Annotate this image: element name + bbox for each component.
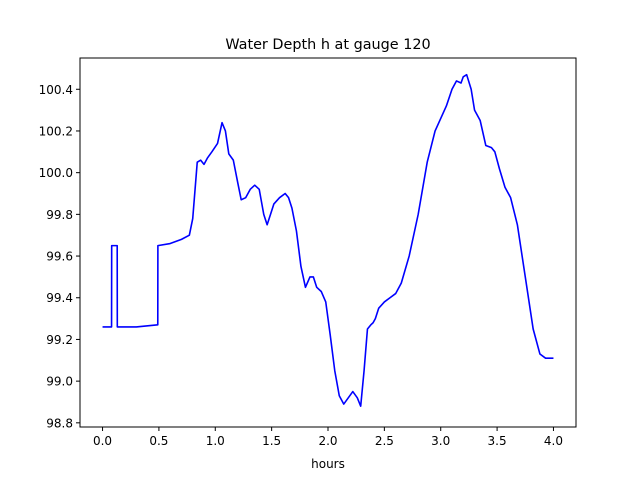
x-tick-label: 1.5: [262, 434, 281, 448]
x-tick-label: 1.0: [206, 434, 225, 448]
y-tick-label: 100.0: [39, 166, 73, 180]
x-tick-label: 4.0: [544, 434, 563, 448]
y-tick-label: 99.0: [46, 375, 73, 389]
y-tick-label: 98.8: [46, 416, 73, 430]
y-tick-label: 99.4: [46, 291, 73, 305]
x-tick-label: 3.5: [488, 434, 507, 448]
x-tick-label: 0.0: [93, 434, 112, 448]
plot-area: [102, 73, 554, 407]
axes: 0.0 0.5 1.0 1.5 2.0 2.5 3.0 3.5 4.0 98.8 99.0 99.2 9…: [39, 57, 577, 448]
chart-title: Water Depth h at gauge 120: [225, 37, 430, 53]
y-tick-label: 99.8: [46, 208, 73, 222]
y-tick-label: 99.2: [46, 333, 73, 347]
x-tick-label: 3.0: [431, 434, 450, 448]
y-tick-label: 100.4: [39, 83, 73, 97]
x-tick-label: 2.5: [375, 434, 394, 448]
series-line-0: [102, 73, 554, 407]
x-tick-label: 0.5: [149, 434, 168, 448]
y-tick-label: 99.6: [46, 250, 73, 264]
x-axis-label: hours: [311, 457, 345, 471]
x-tick-label: 2.0: [318, 434, 337, 448]
y-tick-label: 100.2: [39, 124, 73, 138]
